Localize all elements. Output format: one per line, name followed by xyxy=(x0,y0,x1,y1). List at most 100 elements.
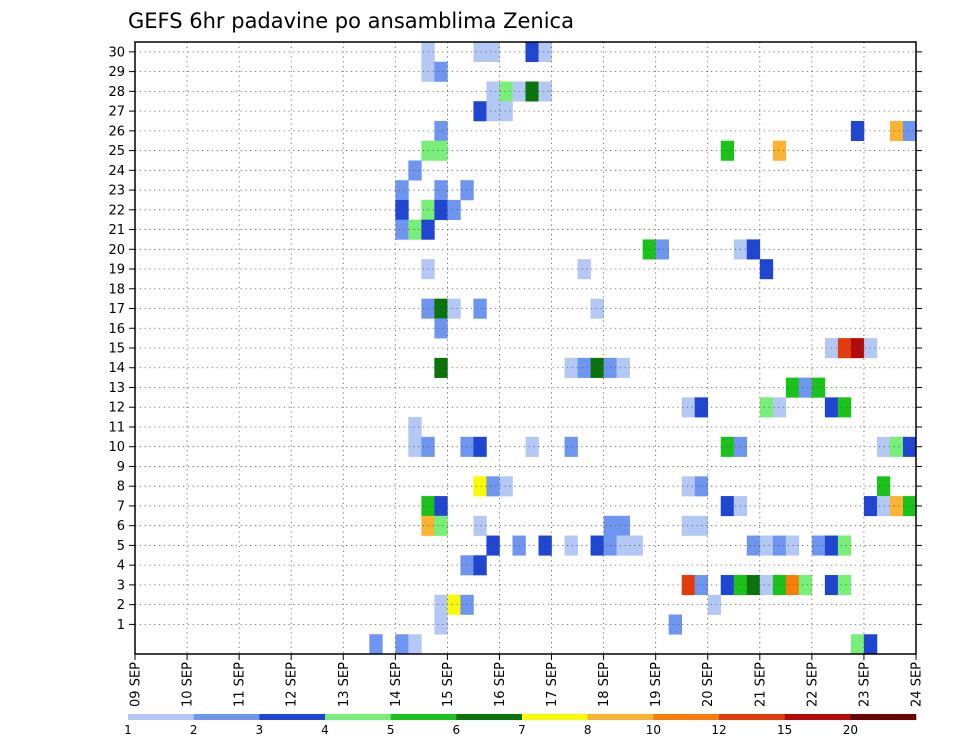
heatmap-cell xyxy=(473,101,487,122)
heatmap-cell xyxy=(772,140,787,161)
heatmap-cell xyxy=(759,259,774,280)
x-tick-label: 22 SEP xyxy=(805,662,820,707)
heatmap-cell xyxy=(408,634,422,655)
heatmap-cell xyxy=(434,496,448,517)
y-tick-label: 11 xyxy=(108,420,125,435)
heatmap-cell xyxy=(798,575,813,596)
heatmap-cell xyxy=(486,101,500,122)
heatmap-cell xyxy=(837,535,852,556)
heatmap-cell xyxy=(785,535,800,556)
heatmap-cell xyxy=(564,535,578,556)
heatmap-cell xyxy=(616,515,630,536)
y-tick-label: 15 xyxy=(108,342,125,357)
heatmap-cell xyxy=(369,634,383,655)
y-tick-label: 28 xyxy=(108,85,125,100)
colorbar-label: 20 xyxy=(843,723,858,737)
x-axis-ticks: 09 SEP 10 SEP 11 SEP 12 SEP 13 SEP 14 SEP 15 S… xyxy=(129,654,925,707)
heatmap-cell xyxy=(395,199,409,220)
heatmap-cell xyxy=(837,338,852,359)
heatmap-cell xyxy=(434,199,448,220)
heatmap-cell xyxy=(499,101,513,122)
y-tick-label: 3 xyxy=(117,578,125,593)
colorbar-swatch xyxy=(653,714,720,720)
x-tick-label: 18 SEP xyxy=(597,662,612,707)
y-tick-label: 23 xyxy=(108,184,125,199)
heatmap-cell xyxy=(694,575,709,596)
y-tick-label: 21 xyxy=(108,223,125,238)
heatmap-cell xyxy=(616,357,630,378)
x-tick-label: 13 SEP xyxy=(337,662,352,707)
heatmap-cell xyxy=(577,357,591,378)
heatmap-cell xyxy=(538,535,552,556)
heatmap-cell xyxy=(473,476,487,497)
x-tick-label: 20 SEP xyxy=(701,662,716,707)
heatmap-cell xyxy=(447,594,461,615)
x-tick-label: 14 SEP xyxy=(389,662,404,707)
heatmap-cell xyxy=(694,476,709,497)
heatmap-cell xyxy=(395,180,409,201)
heatmap-cell xyxy=(499,81,513,102)
heatmap-cell xyxy=(759,575,774,596)
y-tick-label: 22 xyxy=(108,203,125,218)
heatmap-cell xyxy=(889,496,904,517)
colorbar-swatch xyxy=(784,714,851,720)
heatmap-cell xyxy=(538,42,552,63)
heatmap-cell xyxy=(668,614,682,635)
heatmap-cell xyxy=(759,397,774,418)
heatmap-cell xyxy=(772,397,787,418)
heatmap-cell xyxy=(837,397,852,418)
colorbar-label: 5 xyxy=(387,723,395,737)
heatmap-cell xyxy=(408,160,422,181)
colorbar-label: 10 xyxy=(646,723,661,737)
x-tick-label: 16 SEP xyxy=(493,662,508,707)
heatmap-cell xyxy=(759,535,774,556)
heatmap-cell xyxy=(772,575,787,596)
heatmap-cell xyxy=(486,476,500,497)
heatmap-cell xyxy=(434,120,448,142)
heatmap-cell xyxy=(850,338,865,359)
y-tick-label: 26 xyxy=(108,124,125,139)
y-tick-label: 10 xyxy=(108,440,125,455)
heatmap-cell xyxy=(863,634,878,655)
heatmap-cell xyxy=(408,417,422,438)
heatmap-cell xyxy=(850,120,865,142)
heatmap-cell xyxy=(785,377,800,398)
y-tick-label: 24 xyxy=(108,164,125,179)
grid-lines xyxy=(135,42,916,654)
heatmap-cell xyxy=(434,515,448,536)
heatmap-cell xyxy=(889,120,904,142)
heatmap-cell xyxy=(876,496,891,517)
colorbar-swatch xyxy=(587,714,654,720)
heatmap-cell xyxy=(902,436,917,457)
heatmap-cell xyxy=(395,219,409,240)
y-tick-label: 30 xyxy=(108,45,125,60)
x-tick-label: 19 SEP xyxy=(649,662,664,707)
x-tick-label: 23 SEP xyxy=(857,662,872,707)
colorbar-label: 1 xyxy=(124,723,132,737)
heatmap-cell xyxy=(434,140,448,161)
heatmap-cell xyxy=(655,239,669,260)
heatmap-cell xyxy=(681,515,696,536)
heatmap-cell xyxy=(798,377,813,398)
heatmap-cell xyxy=(434,594,448,615)
y-tick-label: 12 xyxy=(108,401,125,416)
colorbar-swatch xyxy=(719,714,785,720)
heatmap-cell xyxy=(590,357,604,378)
heatmap-cell xyxy=(616,535,630,556)
y-tick-label: 5 xyxy=(117,539,125,554)
heatmap-cell xyxy=(746,239,761,260)
colorbar-swatch xyxy=(193,714,260,720)
heatmap-cell xyxy=(447,298,461,319)
heatmap-cell xyxy=(564,357,578,378)
x-tick-label: 11 SEP xyxy=(233,662,248,707)
colorbar-label: 2 xyxy=(190,723,198,737)
heatmap-cell xyxy=(694,515,709,536)
heatmap-cell xyxy=(746,575,761,596)
heatmap-cell xyxy=(538,81,552,102)
heatmap-cell xyxy=(720,575,735,596)
chart-title: GEFS 6hr padavine po ansamblima Zenica xyxy=(128,9,574,33)
x-tick-label: 12 SEP xyxy=(285,662,300,707)
colorbar-label: 8 xyxy=(584,723,592,737)
y-tick-label: 27 xyxy=(108,105,125,120)
heatmap-cell xyxy=(434,180,448,201)
